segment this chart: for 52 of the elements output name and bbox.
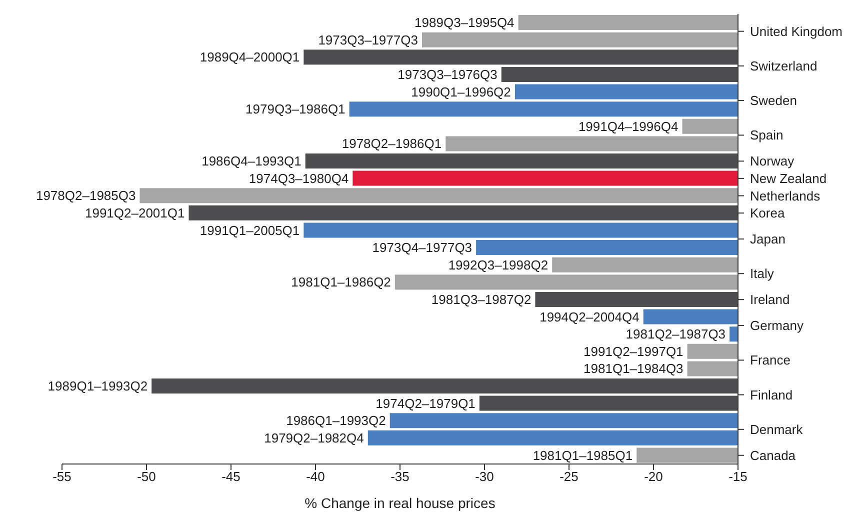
x-tick-label: -50 — [137, 469, 156, 484]
annotation: 1981Q2–1987Q3 — [626, 326, 726, 342]
annotation: 1992Q3–1998Q2 — [448, 257, 548, 272]
y-tick-label: Netherlands — [750, 188, 821, 204]
annotation: 1986Q1–1993Q2 — [286, 413, 386, 428]
x-tick-label: -55 — [52, 469, 72, 484]
y-tick-label: France — [750, 352, 790, 368]
annotation: 1991Q1–2005Q1 — [200, 222, 300, 238]
x-tick-label: -40 — [306, 469, 325, 484]
annotation: 1974Q2–1979Q1 — [376, 396, 476, 411]
x-tick-label: -15 — [728, 469, 748, 484]
y-tick-label: Italy — [750, 266, 774, 282]
y-tick-label: Germany — [750, 318, 804, 334]
y-tick-label: Finland — [750, 387, 793, 402]
x-tick-label: -30 — [475, 469, 494, 484]
annotation: 1991Q2–2001Q1 — [84, 205, 185, 220]
x-axis-title: % Change in real house prices — [304, 495, 496, 511]
annotation: 1973Q4–1977Q3 — [372, 240, 472, 256]
y-tick-label: Ireland — [750, 292, 790, 308]
y-tick-label: United Kingdom — [750, 24, 842, 39]
annotation: 1978Q2–1985Q3 — [36, 188, 136, 204]
y-tick-label: Norway — [750, 154, 795, 169]
annotation: 1981Q1–1985Q1 — [532, 448, 633, 463]
annotation: 1991Q4–1996Q4 — [578, 118, 678, 134]
annotation: 1981Q1–1984Q3 — [584, 361, 684, 376]
annotation: 1978Q2–1986Q1 — [342, 136, 442, 152]
y-tick-label: Japan — [750, 232, 786, 247]
y-tick-label: Sweden — [750, 93, 797, 108]
annotation: 1973Q3–1976Q3 — [398, 67, 498, 82]
y-tick-label: Spain — [750, 128, 784, 143]
x-tick-label: -35 — [390, 469, 410, 484]
y-tick-label: Switzerland — [750, 58, 818, 74]
annotation: 1989Q3–1995Q4 — [414, 15, 514, 30]
y-tick-label: New Zealand — [750, 170, 827, 186]
annotation: 1989Q4–2000Q1 — [200, 50, 300, 65]
annotation: 1989Q1–1993Q2 — [48, 378, 148, 394]
y-tick-label: Denmark — [750, 422, 804, 437]
x-tick-label: -45 — [222, 469, 240, 484]
annotation: 1981Q3–1987Q2 — [431, 292, 532, 308]
annotation: 1974Q3–1980Q4 — [248, 170, 349, 186]
annotation: 1990Q1–1996Q2 — [411, 84, 511, 100]
x-tick-label: -20 — [644, 469, 663, 484]
annotation: 1994Q2–2004Q4 — [540, 309, 640, 324]
annotation: 1981Q1–1986Q2 — [291, 274, 391, 290]
annotation: 1979Q3–1986Q1 — [246, 102, 346, 117]
y-tick-label: Korea — [750, 206, 786, 221]
y-tick-label: Canada — [750, 448, 796, 463]
x-tick-label: -25 — [560, 469, 578, 484]
annotation: 1973Q3–1977Q3 — [318, 32, 418, 48]
annotation: 1991Q2–1997Q1 — [584, 344, 684, 359]
annotation: 1979Q2–1982Q4 — [264, 430, 364, 446]
annotation: 1986Q4–1993Q1 — [202, 154, 302, 169]
